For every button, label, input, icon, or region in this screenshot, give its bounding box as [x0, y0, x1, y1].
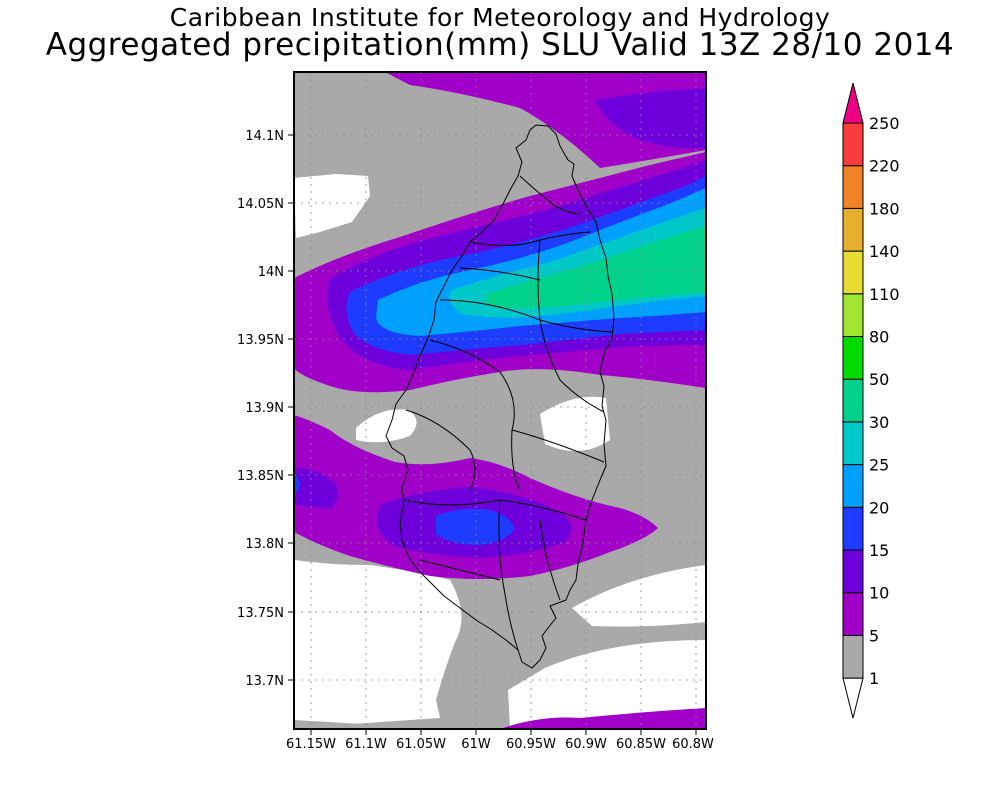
colorbar-label: 80 [869, 328, 889, 347]
district-boundary [459, 267, 541, 281]
colorbar-segment [842, 293, 864, 337]
island-outline [385, 124, 615, 669]
dry-area-nw [294, 174, 370, 238]
lon-label: 60.85W [616, 737, 666, 752]
field-30-50-north [486, 226, 706, 309]
colorbar-label: 110 [869, 285, 900, 304]
colorbar-label: 20 [869, 498, 889, 517]
chart-title-line2: Aggregated precipitation(mm) SLU Valid 1… [45, 27, 955, 63]
colorbar-segment [842, 207, 864, 252]
colorbar-label: 1 [869, 669, 879, 688]
map-frame [293, 71, 707, 730]
colorbar-label: 15 [869, 541, 889, 560]
colorbar-segment [842, 336, 864, 380]
district-boundary [429, 339, 521, 491]
dry-area-center-w [356, 409, 417, 443]
precipitation-field [294, 72, 706, 729]
lon-label: 61.1W [345, 737, 387, 752]
field-10-15-west [294, 468, 338, 508]
lon-label: 60.9W [565, 737, 607, 752]
colorbar-segment [842, 122, 864, 167]
lat-label: 13.9N [245, 401, 284, 416]
colorbar-segment [842, 378, 864, 423]
chart-title-line1: Caribbean Institute for Meteorology and … [169, 3, 831, 32]
colorbar-label: 25 [869, 456, 889, 475]
lat-label: 14N [258, 265, 284, 280]
lat-label: 13.75N [237, 606, 284, 621]
lat-label: 13.85N [237, 469, 284, 484]
map-grid [294, 72, 706, 729]
lon-label: 60.8W [672, 737, 714, 752]
colorbar-segment [842, 549, 864, 594]
longitude-labels: 61.15W 61.1W 61.05W 61W 60.95W 60.9W 60.… [286, 737, 714, 752]
lon-label: 61.05W [396, 737, 446, 752]
lat-label: 14.05N [237, 197, 284, 212]
colorbar-label: 140 [869, 242, 900, 261]
district-boundary [559, 379, 605, 413]
district-boundary [511, 429, 605, 463]
colorbar-label: 250 [869, 114, 900, 133]
colorbar-label: 50 [869, 370, 889, 389]
colorbar-segment [842, 506, 864, 551]
field-15-20-west [294, 474, 300, 494]
colorbar-segment [842, 592, 864, 636]
field-15-20-south [436, 508, 514, 545]
colorbar-segment [842, 421, 864, 466]
district-boundary [519, 175, 581, 215]
coastline [385, 124, 615, 669]
dry-area-se [572, 565, 706, 627]
colorbar-segment [842, 165, 864, 209]
lon-label: 61W [461, 737, 491, 752]
district-boundary [405, 409, 476, 491]
dry-area-center-e [540, 396, 610, 452]
colorbar-segment [842, 634, 864, 679]
colorbar-segment [842, 464, 864, 508]
colorbar-label: 5 [869, 626, 879, 645]
dry-area-sw [294, 560, 462, 728]
colorbar-label: 180 [869, 199, 900, 218]
district-boundary [498, 499, 519, 651]
latitude-labels: 14.1N 14.05N 14N 13.95N 13.9N 13.85N 13.… [237, 129, 284, 689]
axis-ticks [288, 134, 697, 735]
field-1-5-bottom-left [294, 720, 360, 729]
district-boundary [419, 559, 501, 581]
colorbar-segment [842, 250, 864, 295]
colorbar-label: 220 [869, 157, 900, 176]
field-10-15-ne [596, 88, 706, 149]
dry-area-se-lower [508, 640, 706, 728]
lat-label: 13.95N [237, 333, 284, 348]
lat-label: 14.1N [245, 129, 284, 144]
lon-label: 61.15W [286, 737, 336, 752]
district-boundary [539, 519, 561, 601]
district-boundary [439, 299, 613, 333]
lat-label: 13.8N [245, 537, 284, 552]
field-5-10-bottom [500, 708, 706, 729]
lon-label: 60.95W [506, 737, 556, 752]
colorbar-segment [842, 82, 864, 124]
colorbar-label: 10 [869, 584, 889, 603]
lat-label: 13.7N [245, 674, 284, 689]
colorbar-label: 30 [869, 413, 889, 432]
colorbar-segment [842, 677, 864, 719]
